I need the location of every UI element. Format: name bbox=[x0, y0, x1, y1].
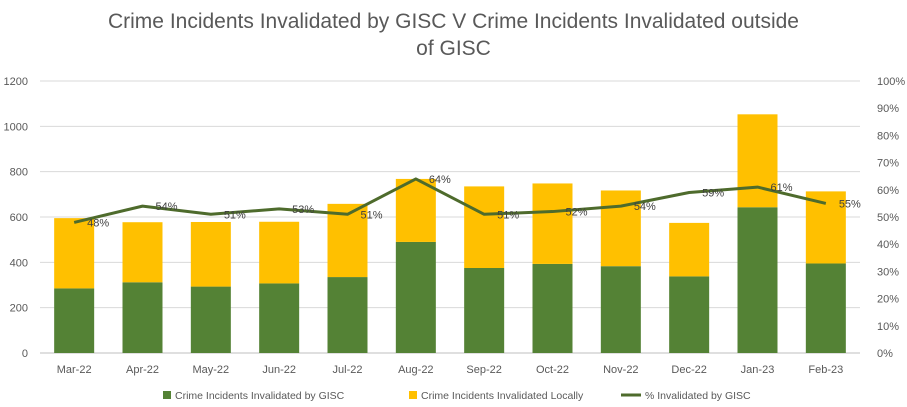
percent-data-label: 51% bbox=[497, 209, 519, 221]
x-tick-label: Sep-22 bbox=[466, 364, 501, 376]
left-tick-label: 600 bbox=[10, 212, 28, 224]
percent-series-line bbox=[73, 177, 827, 224]
bar-gisc bbox=[805, 263, 846, 353]
bar-gisc bbox=[669, 276, 710, 353]
x-tick-label: Jun-22 bbox=[262, 364, 296, 376]
left-tick-label: 800 bbox=[10, 167, 28, 179]
left-tick-label: 1000 bbox=[4, 121, 28, 133]
legend-swatch bbox=[409, 391, 417, 399]
percent-data-label: 54% bbox=[634, 201, 656, 213]
x-tick-label: Nov-22 bbox=[603, 364, 638, 376]
left-tick-label: 1200 bbox=[4, 76, 28, 88]
percent-data-label: 64% bbox=[429, 174, 451, 186]
legend-label: Crime Incidents Invalidated Locally bbox=[421, 390, 584, 402]
percent-data-label: 52% bbox=[565, 207, 587, 219]
right-tick-label: 80% bbox=[877, 130, 899, 142]
bar-locally bbox=[122, 222, 163, 283]
bar-locally bbox=[327, 203, 368, 278]
bar-locally bbox=[532, 183, 573, 264]
legend-label: % Invalidated by GISC bbox=[645, 390, 751, 402]
percent-data-label: 51% bbox=[360, 209, 382, 221]
percent-data-label: 51% bbox=[224, 209, 246, 221]
legend: Crime Incidents Invalidated by GISC Crime… bbox=[163, 390, 751, 402]
percent-data-label: 61% bbox=[770, 182, 792, 194]
bar-locally bbox=[190, 221, 231, 287]
right-tick-label: 20% bbox=[877, 294, 899, 306]
chart-title: Crime Incidents Invalidated by GISC V Cr… bbox=[0, 8, 907, 62]
percent-data-label: 54% bbox=[155, 201, 177, 213]
bar-gisc bbox=[327, 277, 368, 353]
right-tick-label: 30% bbox=[877, 266, 899, 278]
x-tick-label: May-22 bbox=[192, 364, 229, 376]
right-tick-label: 90% bbox=[877, 103, 899, 115]
right-tick-label: 10% bbox=[877, 321, 899, 333]
x-tick-label: Dec-22 bbox=[671, 364, 706, 376]
x-tick-label: Jul-22 bbox=[333, 364, 363, 376]
chart-title-line-1: Crime Incidents Invalidated by GISC V Cr… bbox=[107, 10, 799, 33]
left-tick-label: 0 bbox=[22, 348, 28, 360]
percent-data-label: 59% bbox=[702, 188, 724, 200]
right-tick-label: 0% bbox=[877, 348, 893, 360]
chart-title-line-2: of GISC bbox=[416, 37, 491, 60]
gridlines bbox=[40, 80, 860, 354]
bar-gisc bbox=[122, 282, 163, 353]
bar-locally bbox=[259, 221, 300, 284]
x-tick-label: Aug-22 bbox=[398, 364, 433, 376]
bars bbox=[54, 114, 846, 353]
x-tick-label: Oct-22 bbox=[536, 364, 569, 376]
x-tick-label: Feb-23 bbox=[808, 364, 843, 376]
left-axis-ticks: 0 200 400 600 800 1000 1200 bbox=[4, 76, 28, 360]
right-tick-label: 40% bbox=[877, 239, 899, 251]
percent-line: 48% 54% 51% 53% 51% 64% 51% 52% 54% 59% 61% 55% bbox=[73, 174, 861, 229]
bar-locally bbox=[395, 178, 436, 242]
percent-data-label: 53% bbox=[292, 204, 314, 216]
bar-locally bbox=[464, 186, 505, 268]
bar-gisc bbox=[259, 283, 300, 353]
percent-data-label: 48% bbox=[87, 217, 109, 229]
left-tick-label: 400 bbox=[10, 257, 28, 269]
x-tick-label: Apr-22 bbox=[126, 364, 159, 376]
bar-gisc bbox=[532, 263, 573, 353]
percent-data-label: 55% bbox=[839, 198, 861, 210]
bar-locally bbox=[54, 218, 95, 289]
legend-swatch bbox=[163, 391, 171, 399]
bar-gisc bbox=[464, 268, 505, 353]
bar-gisc bbox=[54, 288, 95, 353]
right-axis-ticks: 0% 10% 20% 30% 40% 50% 60% 70% 80% 90% 100% bbox=[877, 76, 905, 360]
bar-gisc bbox=[737, 207, 778, 353]
x-tick-label: Jan-23 bbox=[741, 364, 775, 376]
right-tick-label: 100% bbox=[877, 76, 905, 88]
bar-locally bbox=[805, 191, 846, 264]
left-tick-label: 200 bbox=[10, 303, 28, 315]
bar-gisc bbox=[190, 286, 231, 353]
bar-locally bbox=[669, 222, 710, 277]
x-tick-label: Mar-22 bbox=[57, 364, 92, 376]
right-tick-label: 50% bbox=[877, 212, 899, 224]
right-tick-label: 70% bbox=[877, 158, 899, 170]
legend-label: Crime Incidents Invalidated by GISC bbox=[175, 390, 345, 402]
bar-gisc bbox=[600, 266, 641, 353]
bar-gisc bbox=[395, 241, 436, 353]
right-tick-label: 60% bbox=[877, 185, 899, 197]
x-axis-labels: Mar-22 Apr-22 May-22 Jun-22 Jul-22 Aug-22 Sep-… bbox=[57, 364, 844, 376]
